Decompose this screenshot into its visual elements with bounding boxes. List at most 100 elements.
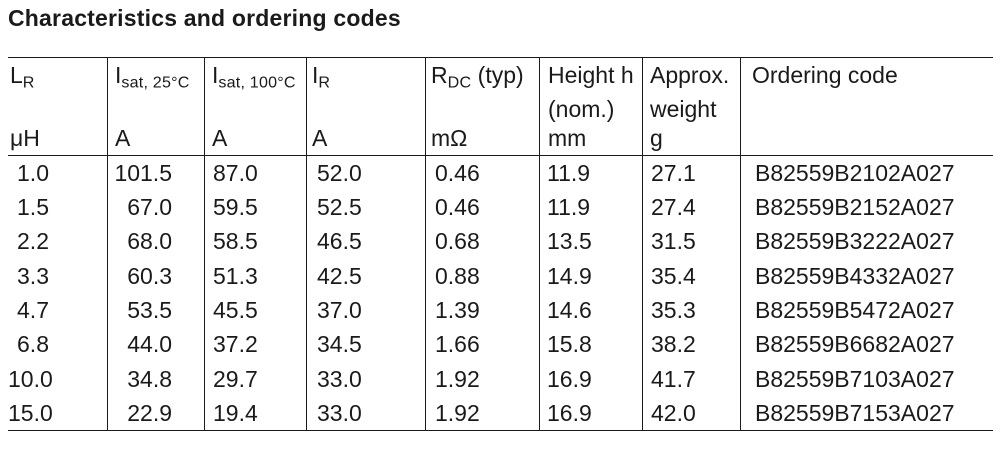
- table-cell: B82559B3222A027: [740, 224, 993, 259]
- table-cell: 37.2: [204, 327, 306, 362]
- column-unit-label: A: [312, 124, 328, 151]
- column-header-ordering-code: Ordering code: [740, 58, 993, 155]
- header-base: I: [212, 62, 219, 88]
- page-title: Characteristics and ordering codes: [8, 5, 401, 31]
- table-cell: 0.46: [425, 155, 539, 190]
- table-cell: 1.39: [425, 292, 539, 328]
- table-row: 15.0 22.9 19.4 33.0 1.92 16.9 42.0 B82559B7153A…: [8, 396, 993, 431]
- table-cell: 35.3: [642, 292, 740, 328]
- table-cell: B82559B4332A027: [740, 258, 993, 293]
- table-cell: 1.66: [425, 327, 539, 362]
- column-header-dc-resistance: RDC (typ) mΩ: [425, 58, 539, 155]
- header-subscript: sat, 25°C: [121, 73, 190, 92]
- column-header-label: Isat, 25°C: [115, 62, 204, 96]
- column-unit-label: μH: [10, 124, 40, 151]
- table-cell: B82559B7103A027: [740, 361, 993, 397]
- header-subscript: R: [22, 73, 35, 92]
- header-line2: weight: [650, 95, 717, 122]
- table-cell: B82559B6682A027: [740, 327, 993, 362]
- table-cell: 34.8: [107, 361, 204, 397]
- column-header-isat-100c: Isat, 100°C A: [204, 58, 306, 155]
- table-header-row: LR μH Isat, 25°C A Isat, 100°C A IR A RD…: [8, 58, 993, 156]
- table-cell: 1.92: [425, 396, 539, 431]
- table-cell: 60.3: [107, 258, 204, 293]
- column-header-height: Height h (nom.) mm: [539, 58, 642, 155]
- header-base: R: [431, 62, 448, 88]
- table-cell: 11.9: [539, 155, 642, 190]
- header-subscript: sat, 100°C: [218, 73, 296, 92]
- table-cell: B82559B7153A027: [740, 396, 993, 431]
- table-cell: 22.9: [107, 396, 204, 431]
- column-header-label: Height h (nom.): [548, 62, 642, 122]
- header-base: Ordering code: [752, 62, 898, 88]
- table-cell: 1.5: [17, 193, 49, 220]
- table-cell: 35.4: [642, 258, 740, 293]
- table-cell: 42.5: [306, 258, 425, 293]
- table-row: 1.5 67.0 59.5 52.5 0.46 11.9 27.4 B82559B2152A0…: [8, 189, 993, 225]
- table-cell: 44.0: [107, 327, 204, 362]
- table-cell: 3.3: [17, 262, 49, 289]
- header-subscript: DC: [447, 73, 472, 92]
- header-line2: (nom.): [548, 95, 615, 122]
- table-body: 1.0 101.5 87.0 52.0 0.46 11.9 27.1 B82559B2102A…: [8, 155, 993, 431]
- table-cell: 34.5: [306, 327, 425, 362]
- table-cell: B82559B2152A027: [740, 189, 993, 225]
- table-cell: 6.8: [17, 331, 49, 358]
- column-header-inductance: LR μH: [8, 58, 107, 155]
- table-cell: 19.4: [204, 396, 306, 431]
- table-cell: 14.6: [539, 292, 642, 328]
- table-row: 2.2 68.0 58.5 46.5 0.68 13.5 31.5 B82559B3222A0…: [8, 224, 993, 259]
- table-cell: 37.0: [306, 292, 425, 328]
- column-unit-label: mΩ: [431, 124, 468, 151]
- column-unit-label: A: [212, 124, 228, 151]
- table-cell: 11.9: [539, 189, 642, 225]
- table-cell: 38.2: [642, 327, 740, 362]
- table-cell: 31.5: [642, 224, 740, 259]
- header-base: Height h: [548, 62, 634, 88]
- header-rest: (typ): [471, 62, 524, 88]
- table-cell: 13.5: [539, 224, 642, 259]
- column-header-label: Ordering code: [752, 62, 993, 96]
- table-cell: 42.0: [642, 396, 740, 431]
- table-cell: 0.68: [425, 224, 539, 259]
- column-header-rated-current: IR A: [306, 58, 425, 155]
- table-row: 10.0 34.8 29.7 33.0 1.92 16.9 41.7 B82559B7103A…: [8, 361, 993, 397]
- column-unit-label: A: [115, 124, 131, 151]
- table-cell: 101.5: [107, 155, 204, 190]
- header-base: I: [115, 62, 122, 88]
- column-header-label: Isat, 100°C: [212, 62, 306, 96]
- characteristics-table: LR μH Isat, 25°C A Isat, 100°C A IR A RD…: [8, 57, 993, 432]
- table-cell: 33.0: [306, 361, 425, 397]
- table-cell: 15.8: [539, 327, 642, 362]
- header-subscript: R: [318, 73, 331, 92]
- table-cell: 16.9: [539, 361, 642, 397]
- table-cell: 53.5: [107, 292, 204, 328]
- table-cell: 27.1: [642, 155, 740, 190]
- table-row: 4.7 53.5 45.5 37.0 1.39 14.6 35.3 B82559B5472A0…: [8, 292, 993, 328]
- table-cell: 4.7: [17, 296, 49, 323]
- column-header-isat-25c: Isat, 25°C A: [107, 58, 204, 155]
- table-cell: 16.9: [539, 396, 642, 431]
- table-cell: 0.46: [425, 189, 539, 225]
- table-cell: 15.0: [8, 400, 53, 427]
- table-cell: 58.5: [204, 224, 306, 259]
- table-cell: 52.5: [306, 189, 425, 225]
- table-cell: 14.9: [539, 258, 642, 293]
- table-cell: 45.5: [204, 292, 306, 328]
- table-cell: 41.7: [642, 361, 740, 397]
- table-cell: 87.0: [204, 155, 306, 190]
- table-row: 6.8 44.0 37.2 34.5 1.66 15.8 38.2 B82559B6682A0…: [8, 327, 993, 362]
- header-base: L: [10, 62, 23, 88]
- table-cell: 1.0: [17, 159, 49, 186]
- column-header-label: LR: [10, 62, 107, 96]
- column-header-label: IR: [312, 62, 425, 96]
- table-cell: 52.0: [306, 155, 425, 190]
- column-header-weight: Approx. weight g: [642, 58, 740, 155]
- table-cell: 0.88: [425, 258, 539, 293]
- table-cell: 10.0: [8, 365, 53, 392]
- column-header-label: RDC (typ): [431, 62, 539, 96]
- table-cell: 51.3: [204, 258, 306, 293]
- table-cell: B82559B2102A027: [740, 155, 993, 190]
- table-cell: 59.5: [204, 189, 306, 225]
- table-cell: B82559B5472A027: [740, 292, 993, 328]
